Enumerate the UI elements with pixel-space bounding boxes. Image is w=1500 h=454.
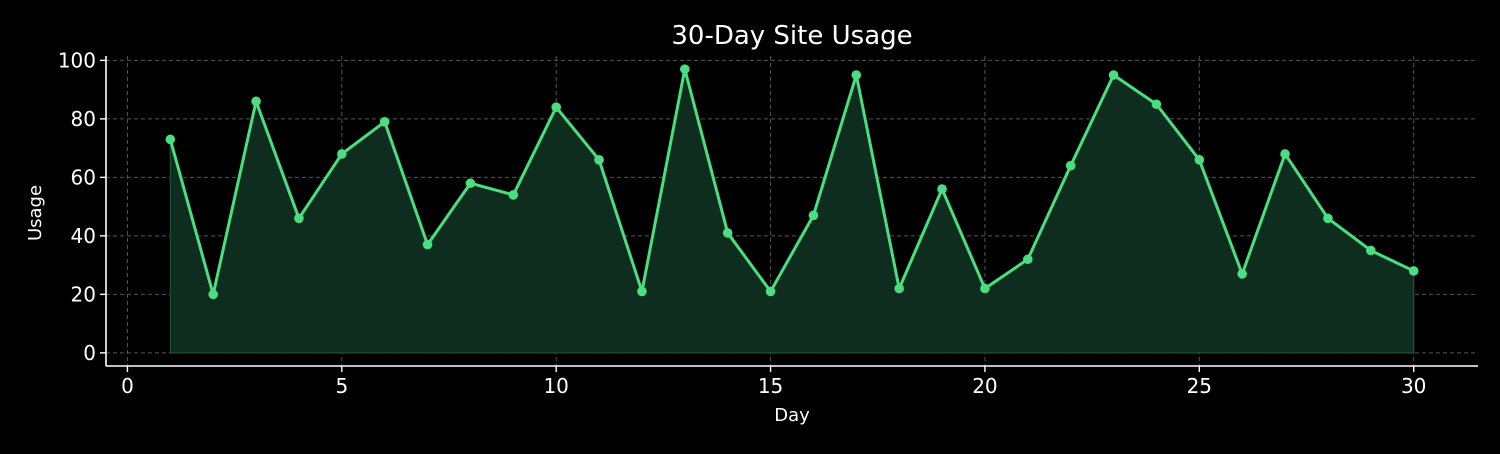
data-point (594, 155, 604, 165)
y-tick-label: 60 (71, 165, 96, 189)
tick-layer: 0 5 10 15 20 25 30 0 20 40 60 80 100 (58, 48, 1427, 398)
data-point (551, 102, 561, 112)
y-tick-label: 100 (58, 48, 96, 72)
data-point (637, 286, 647, 297)
y-tick-label: 80 (71, 107, 96, 131)
data-point (379, 117, 390, 127)
data-point (894, 283, 904, 294)
x-tick-label: 25 (1187, 374, 1212, 398)
data-point (337, 149, 347, 159)
data-point (765, 286, 776, 297)
x-tick-label: 30 (1401, 374, 1426, 398)
y-tick-label: 0 (83, 341, 96, 365)
line-layer (168, 67, 1415, 296)
data-point (294, 213, 304, 224)
x-tick-label: 5 (335, 374, 348, 398)
data-point (851, 70, 862, 80)
data-point (1065, 160, 1076, 171)
data-point (680, 64, 690, 74)
data-point (1151, 99, 1162, 110)
y-tick-label: 40 (71, 224, 96, 248)
data-point (1408, 266, 1419, 276)
data-point (1366, 245, 1376, 256)
data-point (808, 210, 819, 221)
x-tick-label: 20 (972, 374, 997, 398)
data-point (1280, 149, 1290, 159)
data-point (508, 190, 519, 200)
y-tick-label: 20 (71, 282, 96, 306)
data-point (422, 239, 433, 250)
data-point (165, 134, 176, 145)
y-axis-label: Usage (25, 185, 46, 241)
data-point (1108, 70, 1119, 80)
x-tick-label: 0 (121, 374, 134, 398)
data-point (1323, 213, 1333, 224)
data-point (208, 289, 218, 300)
data-point (465, 178, 476, 189)
chart-title: 30-Day Site Usage (671, 21, 912, 51)
data-point (1237, 269, 1247, 279)
points-layer (165, 64, 1419, 300)
data-point (937, 184, 947, 194)
x-tick-label: 15 (758, 374, 783, 398)
axes (105, 56, 1478, 367)
data-point (722, 228, 733, 238)
x-axis-label: Day (774, 405, 810, 426)
series-line (168, 67, 1415, 296)
data-point (1194, 155, 1205, 165)
data-point (980, 283, 990, 294)
x-tick-label: 10 (543, 374, 568, 398)
data-point (1023, 254, 1033, 265)
data-point (251, 96, 261, 107)
